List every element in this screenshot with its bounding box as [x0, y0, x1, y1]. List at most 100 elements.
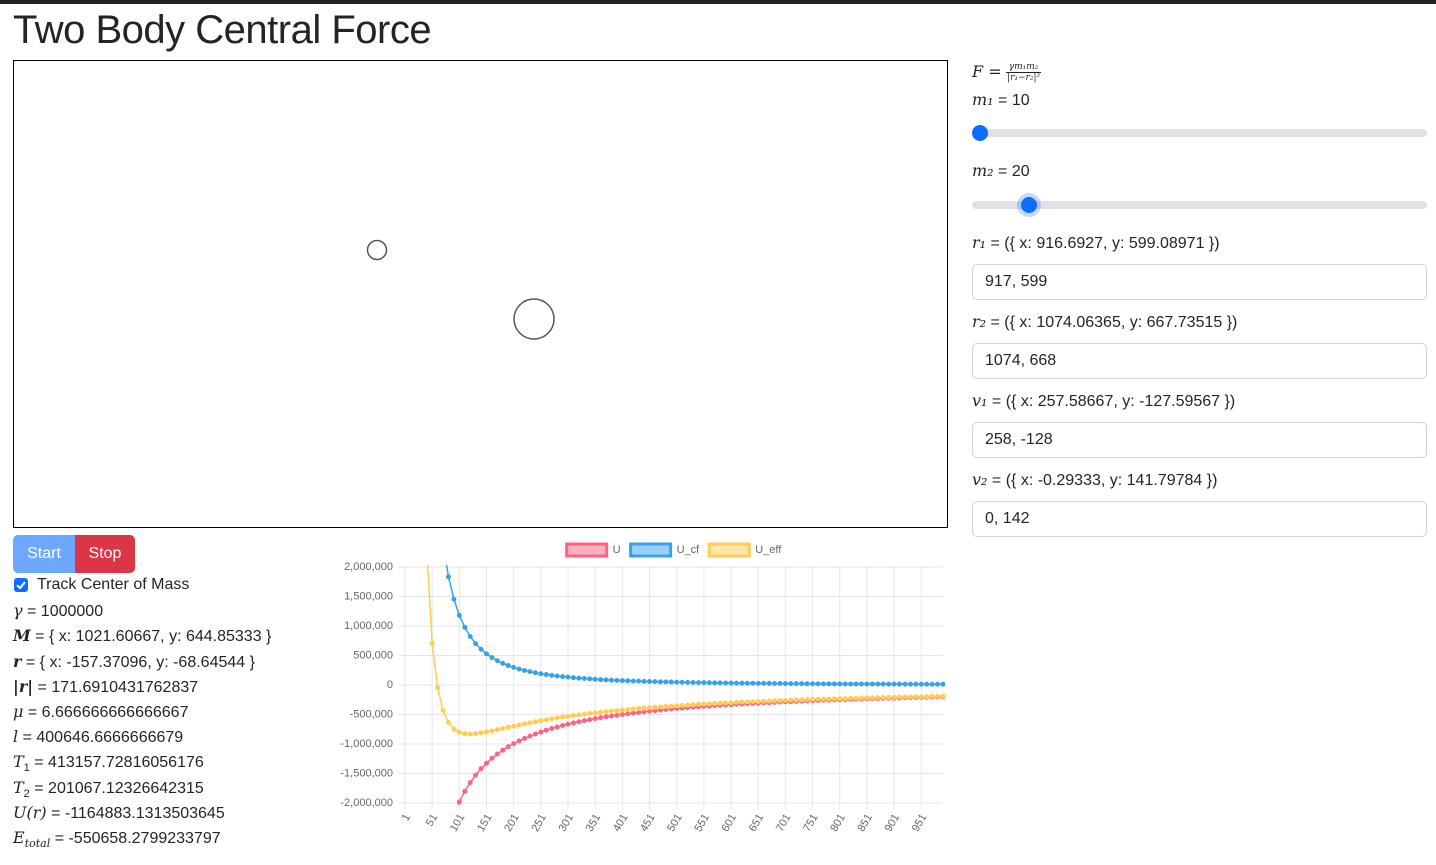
series-line — [457, 696, 944, 805]
data-point — [647, 705, 653, 711]
data-point — [478, 646, 484, 652]
y-tick-label: 2,000,000 — [344, 561, 393, 573]
data-point — [614, 712, 620, 718]
v1-input[interactable]: 258, -128 — [972, 422, 1427, 458]
data-point — [511, 723, 517, 729]
data-point — [598, 709, 604, 715]
v2-input[interactable]: 0, 142 — [972, 501, 1427, 537]
data-point — [538, 729, 544, 735]
subscript: 2 — [23, 788, 30, 801]
data-point — [576, 719, 582, 725]
data-point — [538, 718, 544, 724]
legend-label: U — [613, 544, 621, 556]
value: = { x: -157.37096, y: -68.64544 } — [25, 654, 255, 671]
data-point — [565, 721, 571, 727]
data-point — [630, 678, 636, 684]
legend-item[interactable]: U — [565, 542, 621, 558]
data-point — [837, 696, 843, 702]
y-tick-label: -2,000,000 — [340, 797, 393, 809]
data-point — [560, 714, 566, 720]
v2-label: v₂ = ({ x: -0.29333, y: 141.79784 }) — [972, 470, 1217, 491]
value: = 20 — [998, 163, 1030, 180]
slider-thumb[interactable] — [972, 125, 988, 141]
checkbox-label[interactable]: Track Center of Mass — [37, 576, 190, 593]
data-point — [500, 660, 506, 666]
r1-input[interactable]: 917, 599 — [972, 264, 1427, 300]
data-point — [755, 680, 761, 686]
start-button[interactable]: Start — [13, 535, 75, 573]
data-point — [549, 716, 555, 722]
data-point — [880, 694, 886, 700]
x-tick-label: 151 — [475, 812, 495, 834]
data-point — [494, 658, 500, 664]
data-point — [690, 702, 696, 708]
m1-slider[interactable] — [972, 125, 1427, 141]
data-point — [619, 711, 625, 717]
data-point — [462, 731, 468, 737]
legend-swatch — [565, 542, 609, 558]
data-point — [516, 738, 522, 744]
x-tick-label: 301 — [557, 812, 577, 834]
data-point — [489, 728, 495, 734]
checkbox[interactable] — [14, 578, 28, 592]
value: = -1164883.1313503645 — [51, 805, 225, 822]
series-line — [426, 565, 944, 735]
symbol: U(r) — [13, 803, 47, 822]
data-point — [576, 675, 582, 681]
data-point — [657, 679, 663, 685]
page-title: Two Body Central Force — [13, 8, 432, 52]
data-point — [701, 701, 707, 707]
info-line: μ = 6.666666666666667 — [13, 702, 188, 723]
legend-item[interactable]: U_cf — [629, 542, 701, 558]
data-point — [538, 671, 544, 677]
data-point — [668, 703, 674, 709]
data-point — [924, 681, 930, 687]
symbol: M — [13, 626, 31, 645]
data-point — [625, 711, 631, 717]
data-point — [913, 694, 919, 700]
data-point — [522, 721, 528, 727]
m2-slider[interactable] — [972, 197, 1427, 213]
data-point — [505, 744, 511, 750]
slider-thumb[interactable] — [1021, 197, 1037, 213]
data-point — [782, 697, 788, 703]
data-point — [570, 713, 576, 719]
data-point — [902, 681, 908, 687]
data-point — [484, 760, 490, 766]
legend-swatch — [629, 542, 673, 558]
data-point — [788, 681, 794, 687]
value: = ({ x: 916.6927, y: 599.08971 }) — [990, 235, 1220, 252]
r2-input[interactable]: 1074, 668 — [972, 343, 1427, 379]
legend-item[interactable]: U_eff — [707, 542, 782, 558]
data-point — [429, 640, 435, 646]
data-point — [777, 698, 783, 704]
symbol: v₁ — [972, 391, 988, 410]
data-point — [940, 681, 946, 687]
data-point — [609, 677, 615, 683]
data-point — [679, 702, 685, 708]
data-point — [619, 678, 625, 684]
data-point — [804, 681, 810, 687]
data-point — [761, 698, 767, 704]
data-point — [473, 772, 479, 778]
x-tick-label: 801 — [828, 812, 848, 834]
y-tick-label: -500,000 — [350, 708, 393, 720]
symbol: m₁ — [972, 90, 994, 109]
symbol: v₂ — [972, 470, 988, 489]
data-point — [815, 681, 821, 687]
info-line: T1 = 413157.72816056176 — [13, 752, 204, 778]
data-point — [793, 681, 799, 687]
data-point — [766, 680, 772, 686]
symbol: r₂ — [972, 312, 987, 331]
data-point — [630, 710, 636, 716]
formula-denominator: |r₁−r₂|² — [1007, 73, 1041, 84]
data-point — [500, 747, 506, 753]
data-point — [869, 695, 875, 701]
data-point — [641, 705, 647, 711]
x-tick-label: 701 — [774, 812, 794, 834]
symbol: E — [13, 828, 25, 847]
data-point — [799, 681, 805, 687]
info-line: r = { x: -157.37096, y: -68.64544 } — [13, 652, 255, 673]
data-point — [706, 701, 712, 707]
stop-button[interactable]: Stop — [75, 535, 135, 573]
